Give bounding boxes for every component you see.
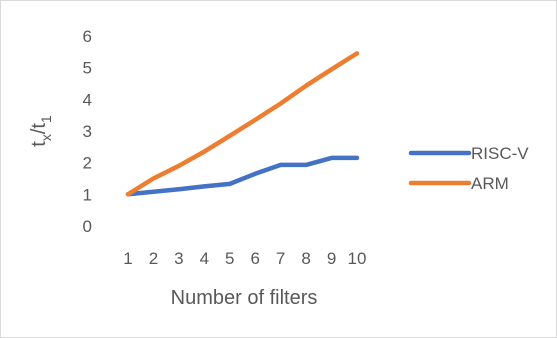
x-tick-label: 5 [225, 249, 234, 268]
legend-label-risc-v: RISC-V [471, 144, 529, 163]
series-line-risc-v [125, 155, 360, 197]
y-tick-label: 3 [83, 122, 92, 141]
svg-text:tx/t1: tx/t1 [28, 115, 54, 147]
y-tick-label: 2 [83, 154, 92, 173]
series-line-arm [125, 51, 360, 197]
x-tick-label: 2 [149, 249, 158, 268]
y-tick-label: 5 [83, 59, 92, 78]
y-tick-label: 6 [83, 27, 92, 46]
y-axis-label-main: t [28, 141, 50, 147]
x-axis-label: Number of filters [171, 287, 318, 309]
x-tick-label: 9 [327, 249, 336, 268]
x-tick-label: 3 [174, 249, 183, 268]
x-tick-label: 7 [276, 249, 285, 268]
y-axis-label-sub1: x [38, 134, 54, 141]
x-tick-label: 1 [123, 249, 132, 268]
y-axis-label-slash: /t [28, 123, 50, 135]
y-tick-label: 4 [83, 90, 92, 109]
y-tick-label: 1 [83, 185, 92, 204]
y-axis-label: tx/t1 [28, 115, 54, 147]
x-tick-label: 6 [250, 249, 259, 268]
x-tick-label: 10 [348, 249, 367, 268]
x-tick-label: 8 [301, 249, 310, 268]
y-tick-label: 0 [83, 217, 92, 236]
legend-label-arm: ARM [471, 174, 509, 193]
x-tick-label: 4 [200, 249, 209, 268]
y-axis-label-sub2: 1 [38, 115, 54, 123]
